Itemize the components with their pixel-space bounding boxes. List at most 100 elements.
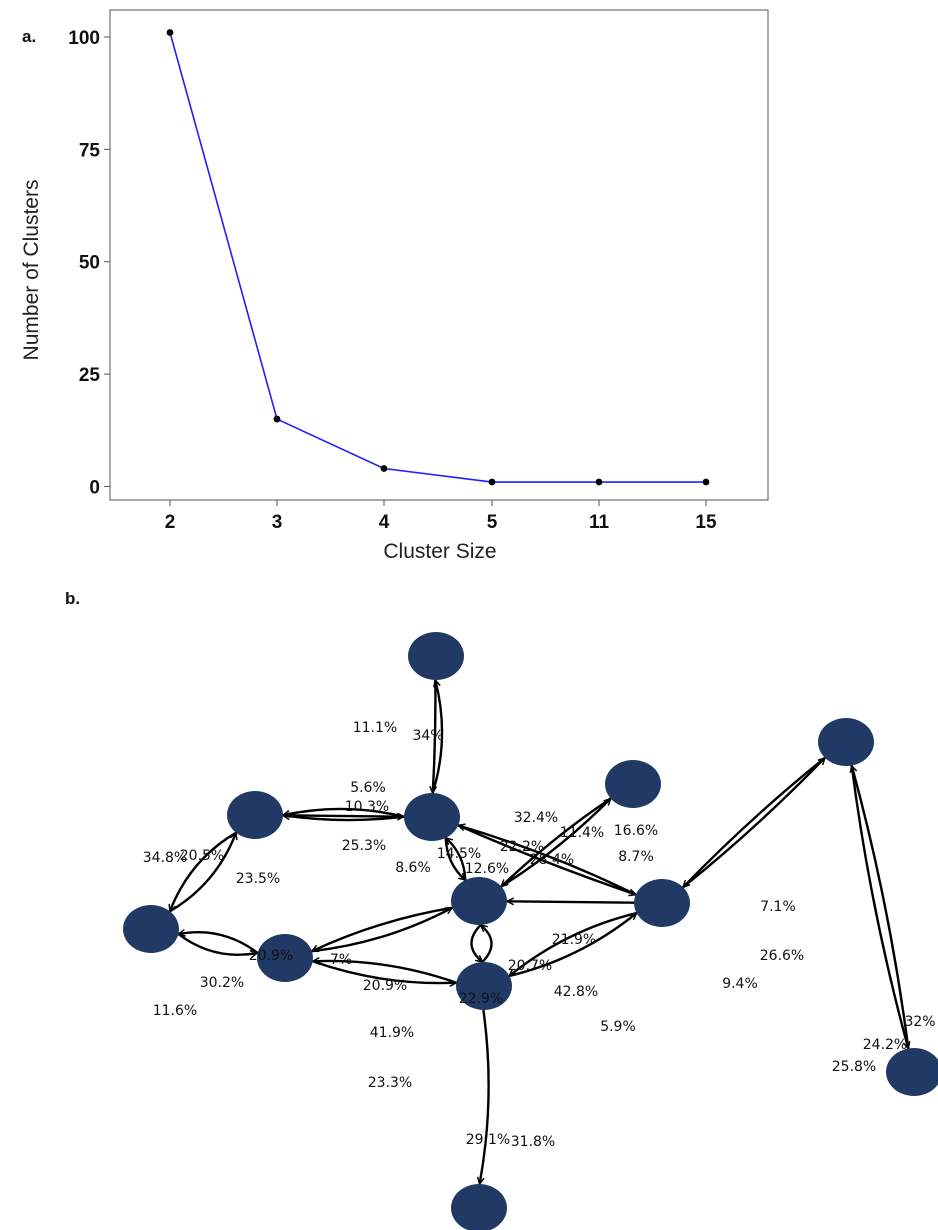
edge-percent-label: 7%	[330, 952, 352, 968]
y-tick-label: 25	[79, 365, 101, 386]
edge-arrow	[480, 1009, 490, 1184]
x-tick-label: 4	[379, 512, 390, 533]
cluster-node	[451, 1184, 507, 1230]
edge-percent-label: 26.6%	[760, 948, 804, 964]
data-point	[595, 478, 603, 486]
panel-b-label: b.	[65, 589, 80, 608]
edge-percent-label: 16.6%	[614, 823, 658, 839]
edge-arrow	[481, 925, 493, 963]
series-points	[166, 29, 710, 486]
edge-arrow	[682, 758, 825, 889]
edge-arrow	[446, 838, 467, 881]
edge-percent-label: 23.3%	[368, 1075, 412, 1091]
edge-arrow	[458, 825, 637, 896]
chart-background	[0, 0, 780, 568]
data-point	[166, 29, 174, 36]
edge-percent-label: 11.1%	[353, 720, 397, 736]
edge-percent-label: 20.9%	[363, 978, 407, 994]
edge-percent-label: 7.1%	[760, 899, 796, 915]
x-axis: 2 3 4 5 11 15	[165, 500, 717, 533]
edge-percent-label: 8.6%	[395, 860, 431, 876]
edge-percent-label: 21.9%	[552, 932, 596, 948]
edge-arrow	[457, 824, 636, 894]
y-tick-label: 75	[79, 140, 101, 161]
data-point	[273, 415, 281, 423]
cluster-node	[886, 1048, 938, 1096]
edge-arrow	[283, 815, 405, 822]
edge-percent-label: 28.4%	[530, 852, 574, 868]
edge-arrow	[431, 680, 444, 794]
y-tick-label: 0	[89, 478, 100, 499]
edge-percent-label: 11.6%	[153, 1003, 197, 1019]
edge-arrow	[312, 906, 453, 953]
edge-arrow	[313, 961, 457, 984]
edge-percent-label: 12.6%	[465, 861, 509, 877]
edge-percent-label: 34%	[412, 728, 443, 744]
cluster-node	[227, 791, 283, 839]
x-axis-title: Cluster Size	[383, 540, 496, 563]
edge-percent-label: 9.4%	[722, 976, 758, 992]
cluster-node	[818, 718, 874, 766]
edge-arrow	[178, 932, 259, 954]
cluster-network-diagram: b. 11.1% 34% 5.6% 10.3% 25.3% 32.4%11.4% 16.6%…	[65, 589, 938, 1230]
edge-percent-label: 5.9%	[600, 1019, 636, 1035]
data-point	[702, 478, 710, 486]
edge-percent-label: 11.4%	[560, 825, 604, 841]
network-edge-labels: 11.1% 34% 5.6% 10.3% 25.3% 32.4%11.4% 16.6% 22.…	[143, 720, 936, 1150]
edge-percent-label: 20.5%	[180, 848, 224, 864]
edge-percent-label: 30.2%	[200, 975, 244, 991]
edge-percent-label: 32.4%	[514, 810, 558, 826]
edge-percent-label: 41.9%	[370, 1025, 414, 1041]
edge-percent-label: 8.7%	[618, 849, 654, 865]
x-tick-label: 5	[487, 512, 498, 533]
edge-arrow	[509, 911, 637, 976]
network-nodes	[123, 632, 938, 1230]
edge-percent-label: 25.3%	[342, 838, 386, 854]
edge-arrow	[500, 799, 610, 888]
edge-arrow	[282, 815, 404, 816]
edge-arrow	[283, 807, 405, 818]
edge-arrow	[177, 933, 257, 955]
edge-arrow	[683, 756, 826, 887]
edge-arrow	[852, 766, 910, 1049]
x-tick-label: 11	[589, 512, 610, 533]
edge-arrow	[850, 765, 909, 1049]
data-point	[380, 465, 388, 472]
edge-percent-label: 5.6%	[350, 780, 386, 796]
cluster-node	[456, 962, 512, 1010]
edge-percent-label: 32%	[904, 1014, 935, 1030]
edge-percent-label: 24.2%	[863, 1037, 907, 1053]
cluster-node	[408, 632, 464, 680]
edge-percent-label: 22.9%	[459, 991, 503, 1007]
y-tick-label: 50	[79, 253, 100, 274]
series-line	[169, 32, 706, 483]
cluster-node	[123, 905, 179, 953]
y-axis-title: Number of Clusters	[20, 180, 43, 361]
edge-arrow	[470, 924, 482, 962]
edge-arrow	[170, 831, 237, 912]
x-tick-label: 3	[272, 512, 283, 533]
edge-percent-label: 22.2%	[500, 839, 544, 855]
cluster-node	[257, 934, 313, 982]
edge-percent-label: 14.5%	[437, 846, 481, 862]
edge-percent-label: 34.8%	[143, 850, 187, 866]
plot-frame	[109, 9, 769, 501]
x-tick-label: 2	[165, 512, 176, 533]
cluster-node	[634, 879, 690, 927]
y-tick-label: 100	[68, 28, 100, 49]
edge-arrow	[311, 906, 452, 953]
x-tick-label: 15	[695, 512, 717, 533]
network-edges	[170, 680, 908, 1184]
edge-percent-label: 20.7%	[508, 958, 552, 974]
cluster-node	[451, 877, 507, 925]
edge-percent-label: 31.8%	[511, 1134, 555, 1150]
cluster-size-line-chart: a. 0 25 50 75 100 2 3 4 5 11 15 Cluster Size Numb…	[0, 0, 780, 568]
edge-percent-label: 42.8%	[554, 984, 598, 1000]
edge-arrow	[509, 913, 636, 978]
edge-arrow	[169, 833, 236, 913]
edge-percent-label: 23.5%	[236, 871, 280, 887]
edge-percent-label: 25.8%	[832, 1059, 876, 1075]
y-axis: 0 25 50 75 100	[68, 28, 110, 499]
edge-arrow	[501, 797, 612, 887]
edge-arrow	[433, 679, 436, 793]
